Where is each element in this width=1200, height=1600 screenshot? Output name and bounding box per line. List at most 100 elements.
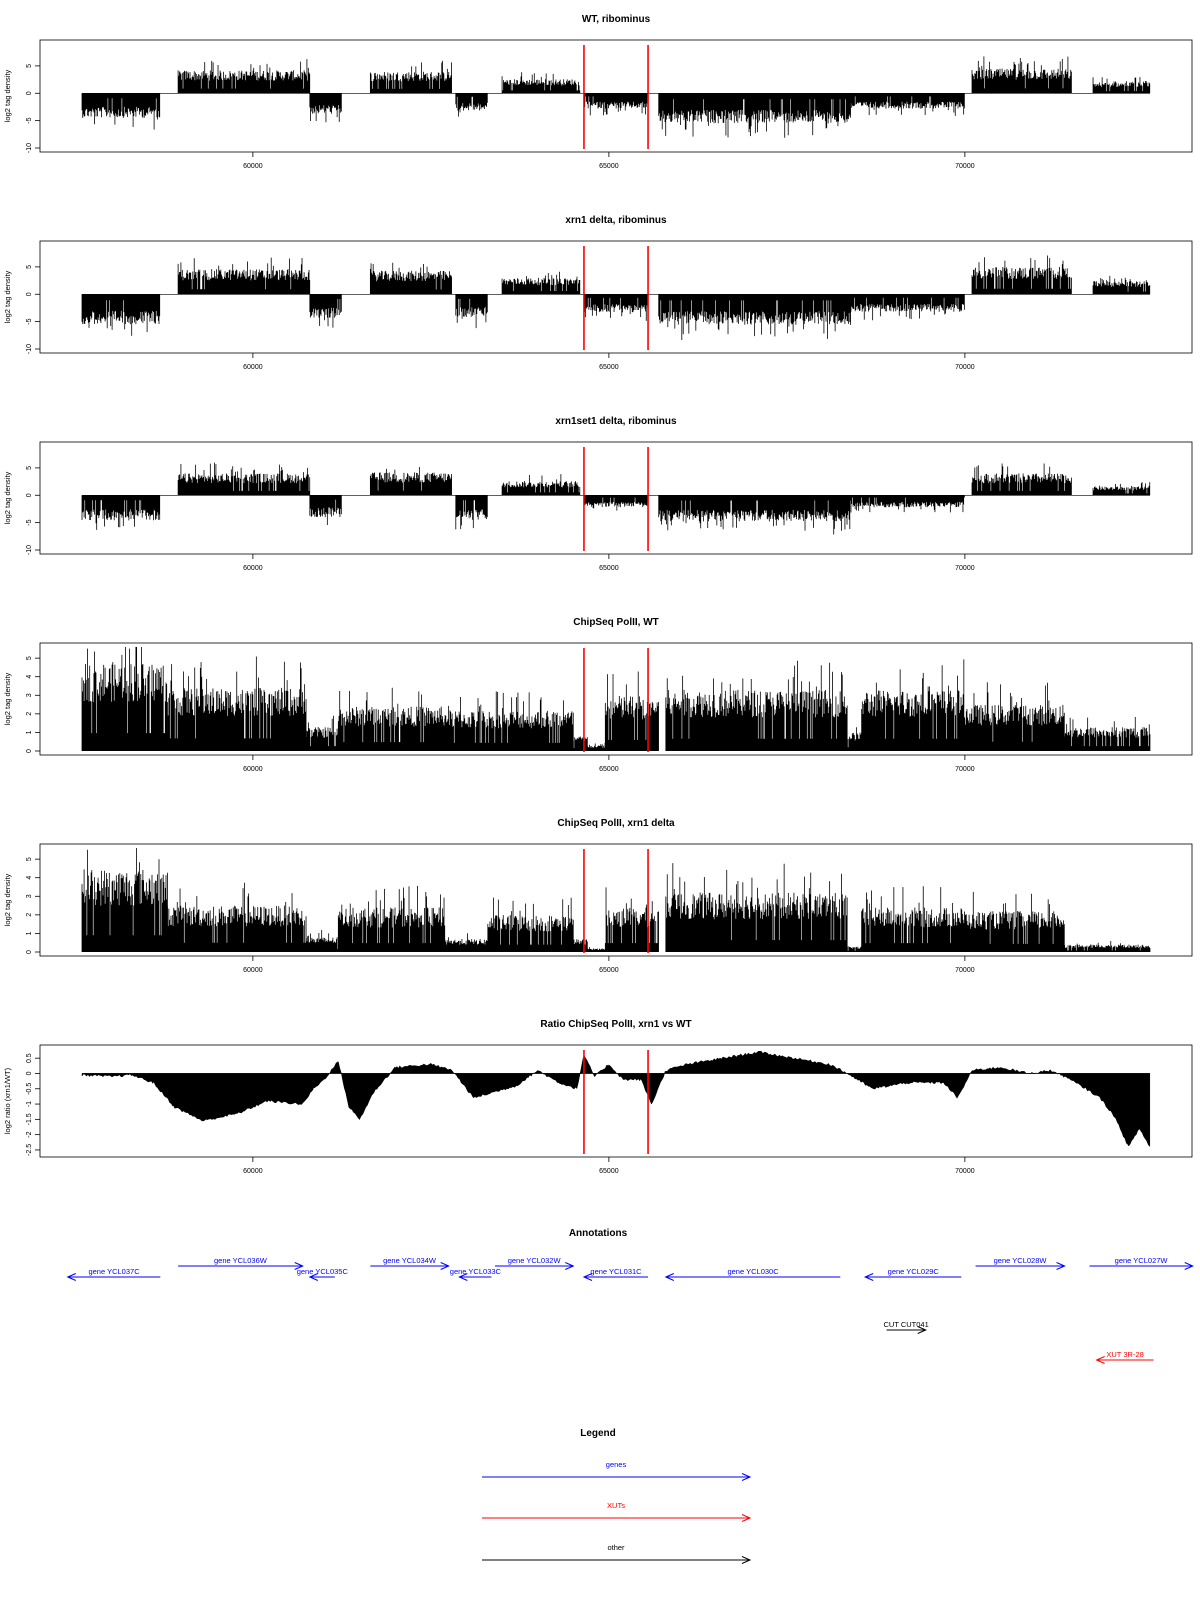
signal-bars	[658, 93, 851, 138]
gene-feature-arrow: gene YCL036W	[178, 1256, 304, 1270]
signal-bars	[572, 939, 588, 952]
arrow-head	[1095, 1356, 1105, 1364]
signal-bars	[587, 742, 606, 751]
signal-segment	[487, 897, 574, 952]
y-tick-label: 3	[26, 894, 33, 898]
signal-segment	[455, 93, 488, 117]
signal-bars	[487, 691, 574, 751]
track-panel: WT, ribominus log2 tag density -10 -5 0 5 6000…	[3, 14, 1193, 170]
signal-segment	[971, 56, 1072, 94]
signal-segment	[81, 93, 161, 130]
panel-frame	[39, 441, 1193, 555]
x-tick-label: 65000	[599, 565, 619, 572]
signal-segment	[583, 93, 649, 116]
signal-segment	[665, 660, 848, 751]
signal-bars	[850, 495, 965, 513]
signal-segment	[177, 257, 311, 295]
arrow-head	[664, 1273, 675, 1281]
signal-bars	[850, 294, 965, 321]
signal-bars	[455, 93, 488, 117]
signal-segment	[1064, 940, 1151, 952]
signal-bars	[177, 257, 311, 295]
gene-feature-arrow: gene YCL032W	[494, 1256, 575, 1270]
gene-feature-label: gene YCL035C	[297, 1267, 349, 1276]
y-tick-label: -2	[26, 1131, 33, 1137]
signal-segment	[964, 891, 1065, 952]
signal-segment	[369, 262, 452, 295]
x-tick-label: 60000	[243, 565, 263, 572]
y-axis-label: log2 tag density	[3, 672, 12, 725]
gene-feature-label: gene YCL031C	[590, 1267, 642, 1276]
arrow-head	[294, 1262, 304, 1270]
x-tick-label: 60000	[243, 364, 263, 371]
signal-segment	[167, 656, 307, 751]
gene-feature-label: gene YCL034W	[383, 1256, 437, 1265]
gene-feature-label: gene YCL028W	[994, 1256, 1048, 1265]
signal-segment	[305, 930, 339, 952]
gene-feature-arrow: gene YCL027W	[1089, 1256, 1194, 1270]
signal-bars	[167, 882, 307, 952]
arrow-head	[582, 1273, 593, 1281]
x-tick-label: 65000	[599, 967, 619, 974]
y-tick-label: 2	[26, 913, 33, 917]
panel-title: ChipSeq PolII, xrn1 delta	[557, 818, 675, 829]
y-tick-label: -10	[26, 344, 33, 354]
panel-title: Ratio ChipSeq PolII, xrn1 vs WT	[540, 1019, 691, 1030]
signal-bars	[572, 736, 588, 751]
signal-bars	[177, 462, 311, 496]
signal-segment	[81, 848, 168, 952]
signal-bars	[501, 72, 581, 94]
x-tick-label: 60000	[243, 766, 263, 773]
x-tick-label: 70000	[955, 565, 975, 572]
signal-bars	[1092, 482, 1151, 496]
gene-feature-arrow: gene YCL028W	[975, 1256, 1066, 1270]
track-panel: ChipSeq PolII, WT log2 tag density 0 1 2 3 4 5 6…	[3, 617, 1193, 773]
x-tick-label: 65000	[599, 1168, 619, 1175]
signal-segment	[850, 495, 965, 513]
y-tick-label: -10	[26, 143, 33, 153]
y-tick-label: -5	[26, 318, 33, 324]
gene-feature-label: gene YCL036W	[214, 1256, 268, 1265]
other-feature-arrow: CUT CUT041	[883, 1320, 929, 1334]
gene-feature-label: gene YCL030C	[727, 1267, 779, 1276]
signal-bars	[309, 495, 342, 525]
signal-bars	[309, 294, 342, 328]
y-tick-label: 0	[26, 749, 33, 753]
x-tick-label: 70000	[955, 1168, 975, 1175]
x-tick-label: 60000	[243, 163, 263, 170]
signal-bars	[971, 56, 1072, 94]
signal-segment	[501, 271, 581, 295]
signal-segment	[81, 647, 168, 751]
panel-title: ChipSeq PolII, WT	[573, 617, 659, 628]
y-tick-label: 0	[26, 91, 33, 95]
x-tick-label: 70000	[955, 967, 975, 974]
y-axis-label: log2 ratio (xrn1/WT)	[3, 1067, 12, 1134]
xut-feature-arrow: XUT 3R-28	[1095, 1350, 1154, 1364]
gene-feature-arrow: gene YCL035C	[297, 1267, 349, 1281]
y-tick-label: -2.5	[26, 1144, 33, 1156]
signal-segment	[1092, 482, 1151, 496]
signal-bars	[604, 671, 659, 751]
signal-segment	[665, 863, 848, 952]
panel-title: xrn1 delta, ribominus	[565, 215, 667, 226]
signal-bars	[658, 495, 851, 535]
x-tick-label: 65000	[599, 163, 619, 170]
x-tick-label: 70000	[955, 766, 975, 773]
signal-bars	[369, 60, 452, 94]
signal-bars	[665, 863, 848, 952]
legend-label: XUTs	[607, 1501, 625, 1510]
signal-bars	[1064, 940, 1151, 952]
y-tick-label: 5	[26, 265, 33, 269]
y-tick-label: 2	[26, 712, 33, 716]
y-axis-label: log2 tag density	[3, 270, 12, 323]
y-tick-label: 1	[26, 730, 33, 734]
gene-feature-label: gene YCL027W	[1115, 1256, 1169, 1265]
arrow-head	[440, 1262, 450, 1270]
signal-bars	[177, 59, 311, 94]
legend-label: genes	[606, 1460, 627, 1469]
signal-bars	[1092, 275, 1151, 295]
signal-segment	[658, 93, 851, 138]
y-tick-label: -5	[26, 117, 33, 123]
signal-segment	[850, 294, 965, 321]
signal-segment	[964, 682, 1065, 751]
